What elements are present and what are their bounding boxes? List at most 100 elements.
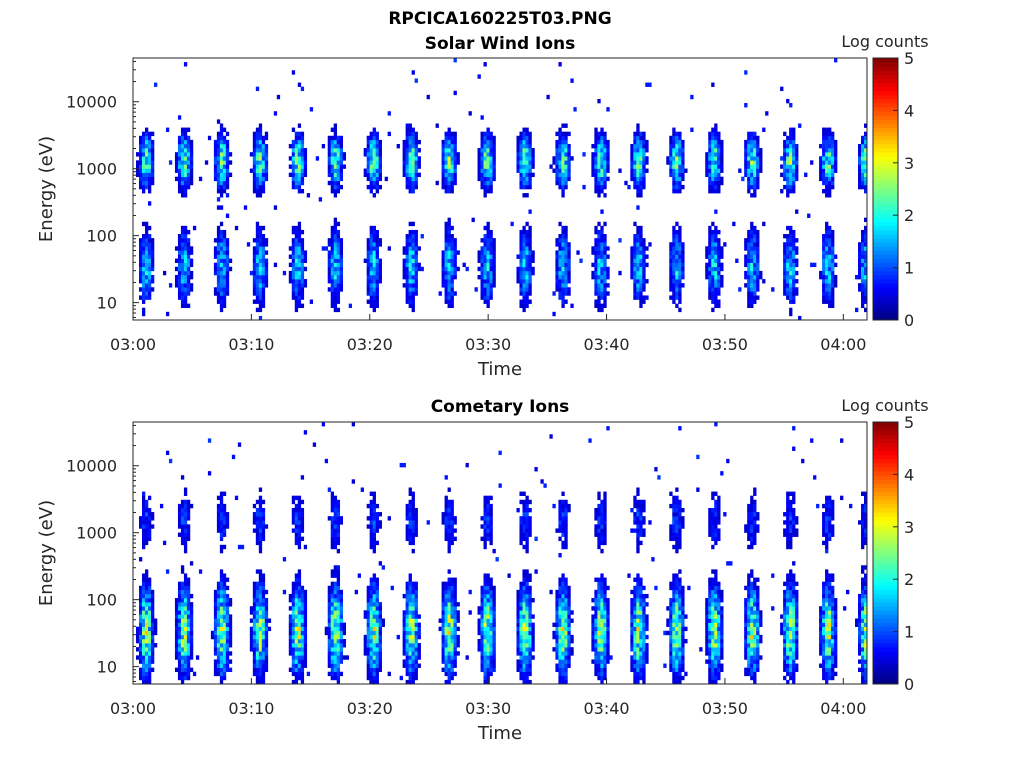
heatmap-cell — [483, 176, 487, 182]
heatmap-cell — [639, 152, 643, 157]
heatmap-cell — [753, 164, 757, 169]
heatmap-cell — [330, 189, 335, 194]
heatmap-cell — [447, 299, 451, 304]
heatmap-cell — [405, 242, 409, 247]
heatmap-cell — [327, 266, 332, 272]
heatmap-cell — [450, 507, 454, 513]
heatmap-cell — [438, 626, 442, 632]
heatmap-cell — [603, 299, 607, 304]
heatmap-cell — [222, 148, 227, 153]
heatmap-cell — [594, 283, 598, 288]
heatmap-cell — [300, 536, 305, 542]
heatmap-cell — [411, 663, 415, 668]
heatmap-cell — [330, 532, 335, 537]
heatmap-cell — [558, 131, 562, 137]
heatmap-cell — [819, 156, 823, 161]
heatmap-cell — [300, 622, 305, 627]
heatmap-cell — [330, 148, 335, 153]
heatmap-cell — [414, 172, 418, 178]
heatmap-cell — [480, 152, 484, 157]
heatmap-cell — [522, 131, 526, 137]
heatmap-cell — [414, 667, 418, 673]
heatmap-cell — [186, 180, 191, 186]
heatmap-cell — [255, 585, 260, 591]
heatmap-cell — [681, 160, 685, 165]
heatmap-cell — [294, 283, 299, 288]
heatmap-cell — [783, 242, 787, 247]
heatmap-cell — [222, 299, 227, 304]
heatmap-cell — [372, 250, 376, 255]
heatmap-cell — [711, 164, 715, 169]
heatmap-cell — [564, 164, 568, 169]
heatmap-cell — [486, 127, 490, 132]
heatmap-cell — [681, 168, 685, 173]
heatmap-cell — [408, 536, 412, 542]
heatmap-cell — [336, 675, 341, 681]
heatmap-cell — [798, 315, 802, 321]
heatmap-cell — [411, 630, 415, 636]
heatmap-cell — [603, 164, 607, 169]
heatmap-cell — [795, 291, 799, 296]
heatmap-cell — [213, 671, 218, 677]
heatmap-cell — [567, 246, 571, 251]
heatmap-cell — [564, 299, 568, 304]
heatmap-cell — [225, 602, 230, 607]
heatmap-cell — [174, 168, 179, 173]
heatmap-cell — [336, 189, 341, 194]
heatmap-cell — [144, 254, 149, 259]
heatmap-cell — [216, 266, 221, 272]
heatmap-cell — [141, 168, 146, 173]
heatmap-cell — [294, 503, 299, 509]
heatmap-cell — [603, 238, 607, 243]
heatmap-cell — [708, 295, 712, 300]
heatmap-cell — [447, 528, 451, 533]
heatmap-cell — [216, 119, 221, 124]
heatmap-cell — [255, 626, 260, 632]
heatmap-cell — [288, 156, 293, 161]
heatmap-cell — [561, 250, 565, 255]
heatmap-cell — [258, 622, 263, 627]
heatmap-cell — [375, 659, 379, 664]
heatmap-cell — [750, 250, 754, 255]
heatmap-cell — [141, 622, 146, 627]
heatmap-cell — [180, 180, 185, 186]
heatmap-cell — [327, 262, 332, 268]
heatmap-cell — [567, 176, 571, 182]
heatmap-cell — [411, 651, 415, 656]
heatmap-cell — [744, 274, 748, 280]
heatmap-cell — [141, 528, 146, 533]
heatmap-cell — [639, 250, 643, 255]
heatmap-cell — [411, 606, 415, 611]
heatmap-cell — [297, 585, 302, 591]
heatmap-cell — [411, 528, 415, 533]
heatmap-cell — [366, 287, 370, 292]
heatmap-cell — [555, 250, 559, 255]
heatmap-cell — [141, 266, 146, 272]
heatmap-cell — [819, 176, 823, 182]
heatmap-cell — [216, 516, 221, 521]
heatmap-cell — [216, 139, 221, 145]
heatmap-cell — [714, 242, 718, 247]
heatmap-cell — [294, 643, 299, 648]
heatmap-cell — [150, 589, 155, 595]
heatmap-cell — [138, 602, 143, 607]
heatmap-cell — [447, 176, 451, 182]
heatmap-cell — [369, 512, 373, 517]
heatmap-cell — [708, 238, 712, 243]
heatmap-cell — [405, 160, 409, 165]
heatmap-cell — [411, 143, 415, 149]
heatmap-cell — [567, 274, 571, 280]
heatmap-cell — [147, 164, 152, 169]
heatmap-cell — [225, 614, 230, 619]
heatmap-cell — [411, 307, 415, 313]
heatmap-cell — [252, 283, 257, 288]
heatmap-cell — [141, 651, 146, 656]
heatmap-cell — [606, 246, 610, 251]
heatmap-cell — [219, 254, 224, 259]
heatmap-cell — [525, 131, 529, 137]
heatmap-cell — [186, 610, 191, 615]
colorbar-frame — [872, 57, 899, 321]
heatmap-cell — [747, 262, 751, 268]
heatmap-cell — [453, 593, 457, 599]
heatmap-cell — [786, 160, 790, 165]
